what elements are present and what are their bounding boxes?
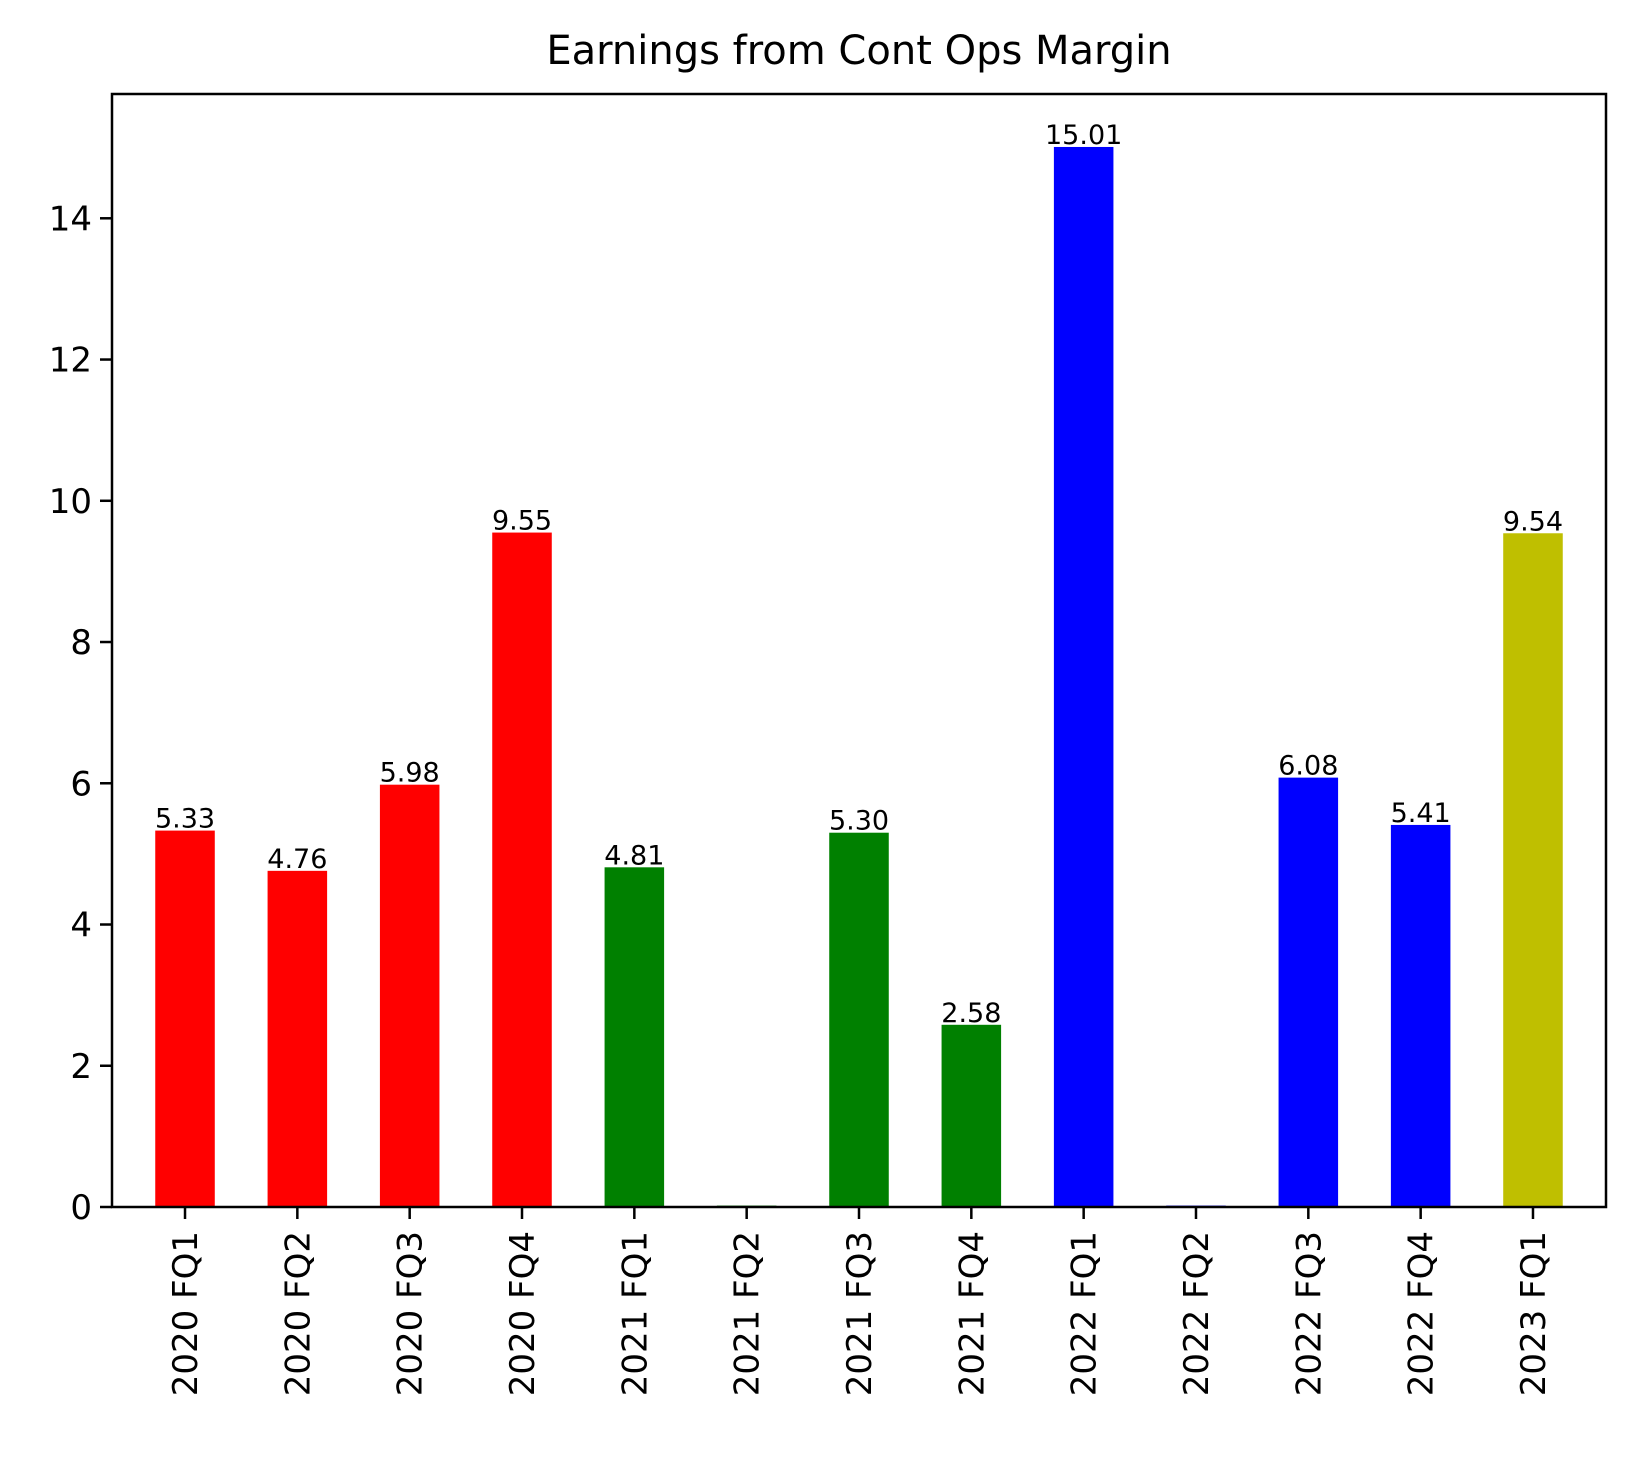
bar-value-label: 5.33 [155,804,215,835]
x-tick-label: 2020 FQ3 [391,1231,431,1396]
bar-value-label: 4.76 [267,844,327,875]
bar-value-label: 6.08 [1278,751,1338,782]
x-axis: 2020 FQ1 2020 FQ2 2020 FQ3 2020 FQ4 2021 FQ1… [166,1207,1554,1396]
bar-value-label: 9.55 [492,506,552,537]
x-tick-label: 2022 FQ3 [1289,1231,1329,1396]
bar-value-label: 15.01 [1045,120,1122,151]
y-tick-label: 2 [70,1047,92,1087]
bar-value-label: 4.81 [604,840,664,871]
bar-value-label: 5.30 [829,806,889,837]
bar-2022-fq3 [1278,777,1339,1207]
x-tick-label: 2022 FQ1 [1065,1231,1105,1396]
bars: 5.33 4.76 5.98 9.55 4.81 5.30 2.58 15.01 6.08 5.4… [155,120,1563,1208]
x-tick-label: 2022 FQ2 [1177,1231,1217,1396]
x-tick-label: 2021 FQ4 [952,1231,992,1396]
y-tick-label: 12 [49,341,92,381]
x-tick-label: 2020 FQ2 [278,1231,318,1396]
y-tick-label: 14 [49,199,92,239]
bar-value-label: 9.54 [1503,506,1563,537]
y-axis: 0 2 4 6 8 10 12 14 [49,199,112,1228]
x-tick-label: 2021 FQ2 [728,1231,768,1396]
x-tick-label: 2021 FQ1 [615,1231,655,1396]
y-tick-label: 0 [70,1188,92,1228]
bar-2020-fq4 [492,532,552,1207]
bar-value-label: 5.98 [380,758,440,789]
chart-title: Earnings from Cont Ops Margin [546,28,1171,74]
plot-frame [110,92,1608,1209]
x-tick-label: 2021 FQ3 [840,1231,880,1396]
x-tick-label: 2022 FQ4 [1402,1231,1442,1396]
bar-2022-fq1 [1053,146,1114,1208]
bar-2021-fq1 [604,867,665,1207]
bar-value-label: 2.58 [941,998,1001,1029]
x-tick-label: 2020 FQ4 [503,1231,543,1396]
x-tick-label: 2023 FQ1 [1514,1231,1554,1396]
y-tick-label: 10 [49,482,92,522]
bar-2023-fq1 [1503,533,1563,1207]
bar-2021-fq4 [941,1024,1002,1207]
y-tick-label: 6 [70,764,92,804]
bar-2020-fq2 [267,870,328,1207]
bar-value-label: 5.41 [1391,798,1451,829]
bar-2020-fq1 [155,830,215,1207]
bar-2022-fq4 [1390,824,1451,1207]
y-tick-label: 4 [70,906,92,946]
bar-2021-fq3 [829,832,889,1207]
bar-2020-fq3 [379,784,440,1207]
x-tick-label: 2020 FQ1 [166,1231,206,1396]
y-tick-label: 8 [70,623,92,663]
